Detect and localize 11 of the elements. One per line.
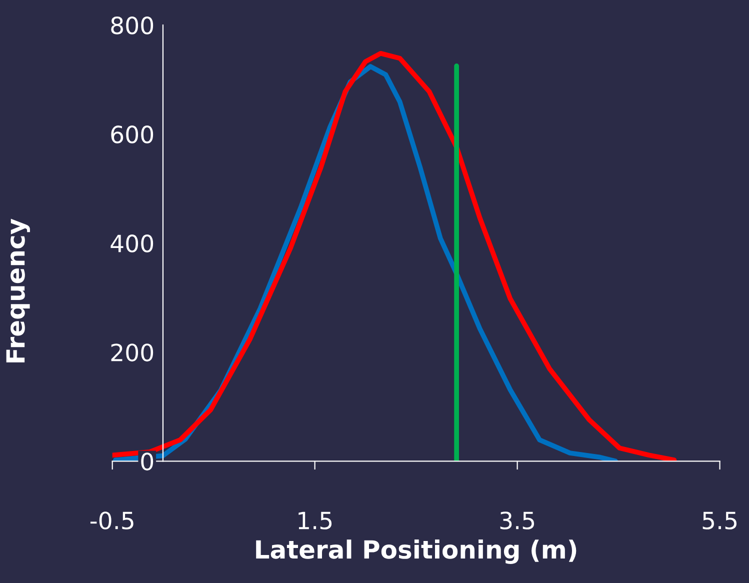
x-tick-label: -0.5 (90, 512, 134, 530)
x-axis-title: Lateral Positioning (m) (256, 540, 576, 564)
x-tick-label: 5.5 (702, 512, 736, 530)
y-tick-label: 0 (141, 452, 154, 470)
y-tick-label: 800 (111, 16, 154, 34)
x-tick-label: 3.5 (500, 512, 534, 530)
y-tick-label: 600 (111, 126, 154, 144)
y-tick-label: 200 (111, 344, 154, 362)
y-tick-label: 400 (110, 234, 154, 252)
x-tick-label: 1.5 (298, 512, 332, 530)
y-axis-title: Frequency (6, 218, 30, 362)
